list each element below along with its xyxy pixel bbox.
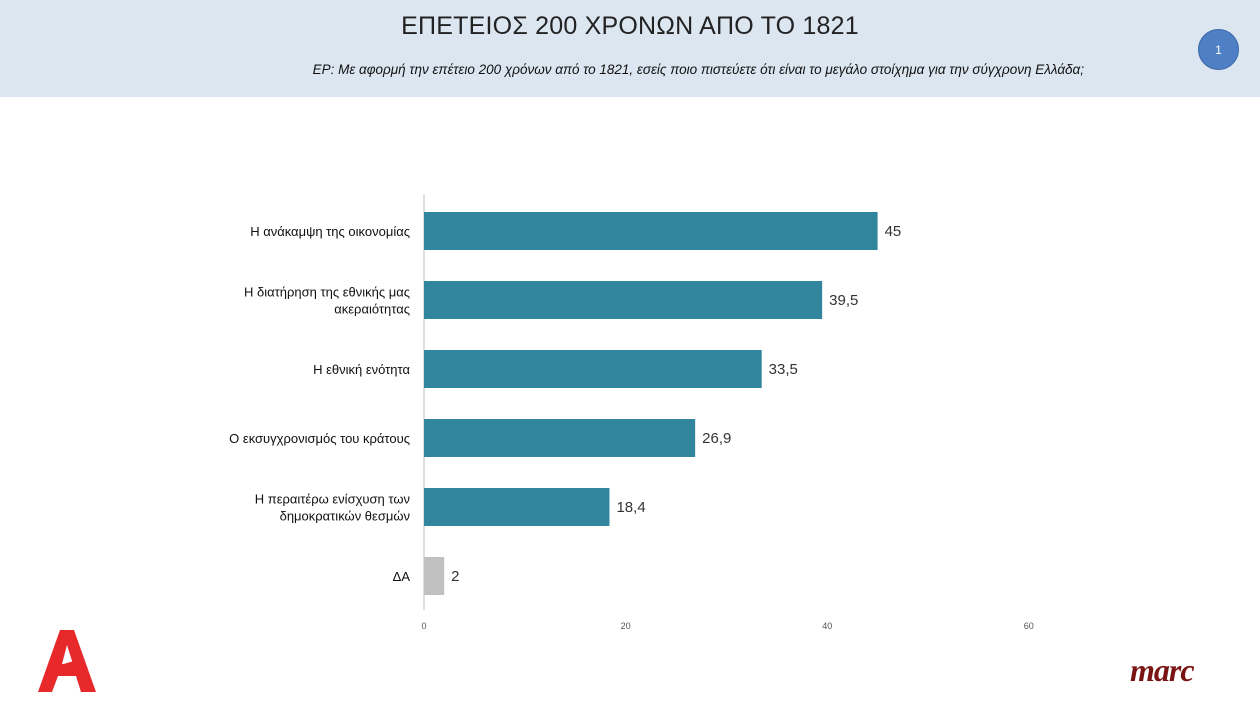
bar bbox=[424, 281, 823, 319]
x-tick-label: 40 bbox=[822, 621, 832, 631]
page-number-badge: 1 bbox=[1198, 29, 1239, 70]
data-label: 18,4 bbox=[616, 499, 645, 516]
survey-question: ΕΡ: Με αφορμή την επέτειο 200 χρόνων από… bbox=[312, 62, 1084, 77]
x-tick-label: 20 bbox=[621, 621, 631, 631]
category-label: Η ανάκαμψη της οικονομίας bbox=[250, 224, 410, 239]
bar bbox=[424, 350, 762, 388]
category-label: ακεραιότητας bbox=[334, 302, 410, 317]
x-tick-label: 0 bbox=[421, 621, 426, 631]
category-label: ΔΑ bbox=[393, 569, 411, 584]
bar bbox=[424, 488, 610, 526]
data-label: 33,5 bbox=[769, 361, 798, 378]
header-band: ΕΠΕΤΕΙΟΣ 200 ΧΡΟΝΩΝ ΑΠΟ ΤΟ 1821 ΕΡ: Με α… bbox=[0, 0, 1260, 97]
bar bbox=[424, 212, 878, 250]
data-label: 2 bbox=[451, 568, 459, 585]
alpha-logo bbox=[38, 630, 96, 692]
category-label: Η διατήρηση της εθνικής μας bbox=[244, 285, 410, 300]
data-label: 39,5 bbox=[829, 292, 858, 309]
category-label: Η εθνική ενότητα bbox=[313, 362, 410, 377]
bar bbox=[424, 419, 696, 457]
marc-logo: marc bbox=[1130, 652, 1195, 688]
category-label: δημοκρατικών θεσμών bbox=[280, 509, 410, 524]
category-label: Η περαιτέρω ενίσχυση των bbox=[255, 492, 410, 507]
data-label: 45 bbox=[885, 223, 902, 240]
bar bbox=[424, 557, 445, 595]
data-label: 26,9 bbox=[702, 430, 731, 447]
category-label: Ο εκσυγχρονισμός του κράτους bbox=[229, 431, 410, 446]
page-title: ΕΠΕΤΕΙΟΣ 200 ΧΡΟΝΩΝ ΑΠΟ ΤΟ 1821 bbox=[401, 12, 859, 40]
x-tick-label: 60 bbox=[1024, 621, 1034, 631]
